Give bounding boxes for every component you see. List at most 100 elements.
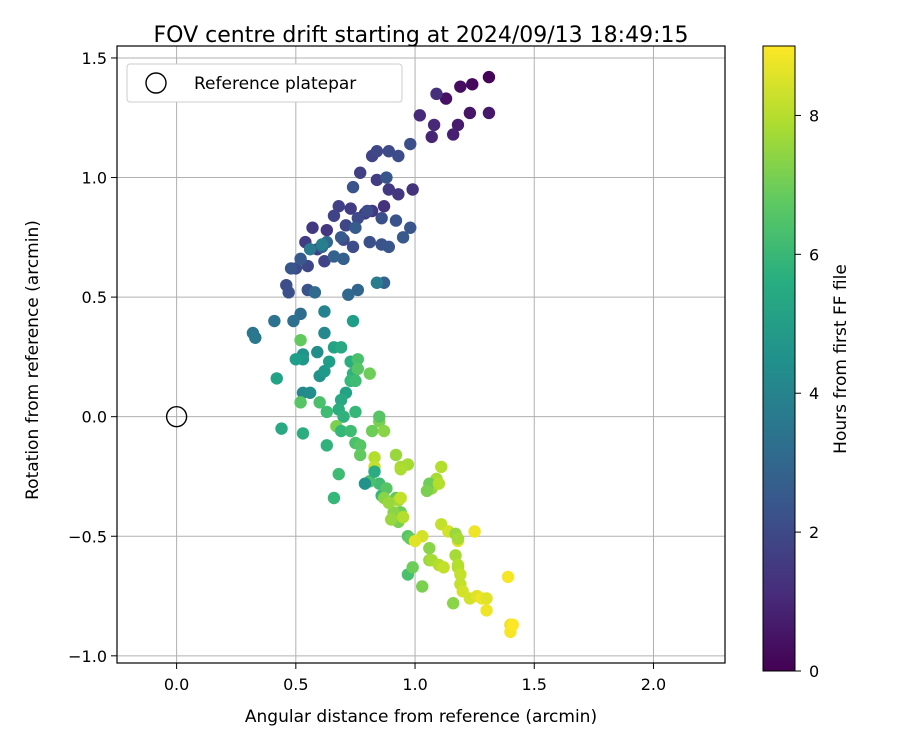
colorbar-tick-label: 0	[809, 662, 819, 681]
data-point	[380, 482, 393, 495]
data-point	[454, 568, 467, 581]
y-tick-label: −1.0	[68, 647, 107, 666]
data-point	[332, 200, 345, 213]
data-point	[468, 525, 481, 538]
data-point	[408, 534, 422, 548]
colorbar-tick-label: 8	[809, 106, 819, 125]
data-point	[342, 288, 355, 301]
data-point	[368, 465, 381, 478]
data-point	[354, 166, 367, 179]
legend: Reference platepar	[126, 63, 403, 103]
data-point	[320, 439, 334, 452]
chart-title: FOV centre drift starting at 2024/09/13 …	[154, 23, 689, 48]
data-point	[303, 386, 317, 399]
data-point	[318, 255, 331, 268]
data-point	[384, 513, 398, 526]
reference-marker-layer	[165, 405, 188, 428]
y-tick-label: 0.5	[82, 288, 107, 307]
data-point	[425, 130, 438, 144]
data-point	[396, 510, 410, 524]
data-point	[334, 424, 348, 438]
data-point	[392, 188, 405, 201]
data-point	[435, 460, 448, 474]
data-point	[318, 305, 331, 318]
data-point	[361, 204, 374, 218]
data-point	[275, 422, 288, 435]
data-point	[318, 365, 331, 378]
data-points	[246, 70, 519, 639]
data-point	[349, 374, 362, 388]
data-point	[482, 70, 496, 84]
y-tick-label: 0.0	[82, 408, 107, 427]
legend-box	[126, 63, 403, 103]
data-point	[377, 200, 391, 213]
colorbar-ticks: 0 2 4 6 8	[795, 106, 819, 681]
plot-frame	[116, 45, 726, 664]
data-point	[449, 549, 462, 562]
x-tick-label: 1.5	[522, 675, 547, 694]
data-point	[451, 558, 465, 572]
colorbar-tick-label: 4	[809, 384, 819, 403]
data-point	[289, 353, 303, 366]
data-point	[354, 439, 367, 452]
data-point	[323, 355, 336, 368]
data-point	[337, 252, 350, 266]
data-point	[456, 585, 469, 598]
y-axis-label: Rotation from reference (arcmin)	[23, 220, 43, 500]
data-point	[370, 173, 384, 187]
legend-entry-label: Reference platepar	[194, 74, 356, 94]
data-point	[351, 283, 365, 297]
data-point	[506, 618, 519, 631]
data-point	[334, 231, 348, 244]
data-point	[365, 424, 379, 438]
data-point	[308, 286, 322, 299]
y-tick-label: 1.0	[82, 169, 107, 188]
data-point	[394, 463, 407, 476]
data-point	[406, 183, 419, 196]
data-point	[363, 235, 376, 249]
data-point	[451, 532, 465, 545]
data-point	[389, 448, 403, 462]
x-tick-label: 0.0	[164, 675, 189, 694]
data-point	[339, 219, 353, 232]
data-point	[446, 597, 460, 610]
data-point	[318, 326, 331, 340]
data-point	[349, 221, 362, 234]
data-point	[427, 118, 441, 132]
data-point	[396, 231, 410, 244]
data-point	[454, 80, 467, 93]
data-point	[368, 451, 381, 464]
y-tick-label: −0.5	[68, 527, 107, 546]
data-point	[351, 211, 365, 225]
data-point	[327, 209, 341, 222]
data-point	[480, 604, 493, 617]
x-axis-label: Angular distance from reference (arcmin)	[245, 707, 597, 727]
data-point	[363, 367, 376, 380]
data-point	[303, 243, 317, 256]
data-point	[480, 592, 493, 605]
data-point	[351, 362, 365, 376]
data-point	[415, 580, 429, 593]
colorbar-gradient	[762, 45, 796, 672]
data-point	[270, 372, 283, 385]
y-tick-label: 1.5	[82, 49, 107, 68]
data-point	[466, 78, 479, 91]
data-point	[294, 333, 307, 347]
data-point	[501, 570, 515, 584]
data-point	[437, 561, 450, 574]
data-point	[389, 214, 403, 227]
grid-lines	[117, 46, 725, 663]
data-point	[296, 427, 310, 440]
data-point	[334, 341, 348, 354]
data-point	[334, 393, 348, 407]
data-point	[282, 286, 295, 299]
data-point	[306, 221, 319, 234]
colorbar-tick-label: 2	[809, 523, 819, 542]
data-point	[287, 314, 300, 328]
data-point	[420, 484, 434, 498]
data-point	[394, 491, 407, 505]
data-point	[315, 238, 329, 251]
data-point	[404, 137, 417, 151]
